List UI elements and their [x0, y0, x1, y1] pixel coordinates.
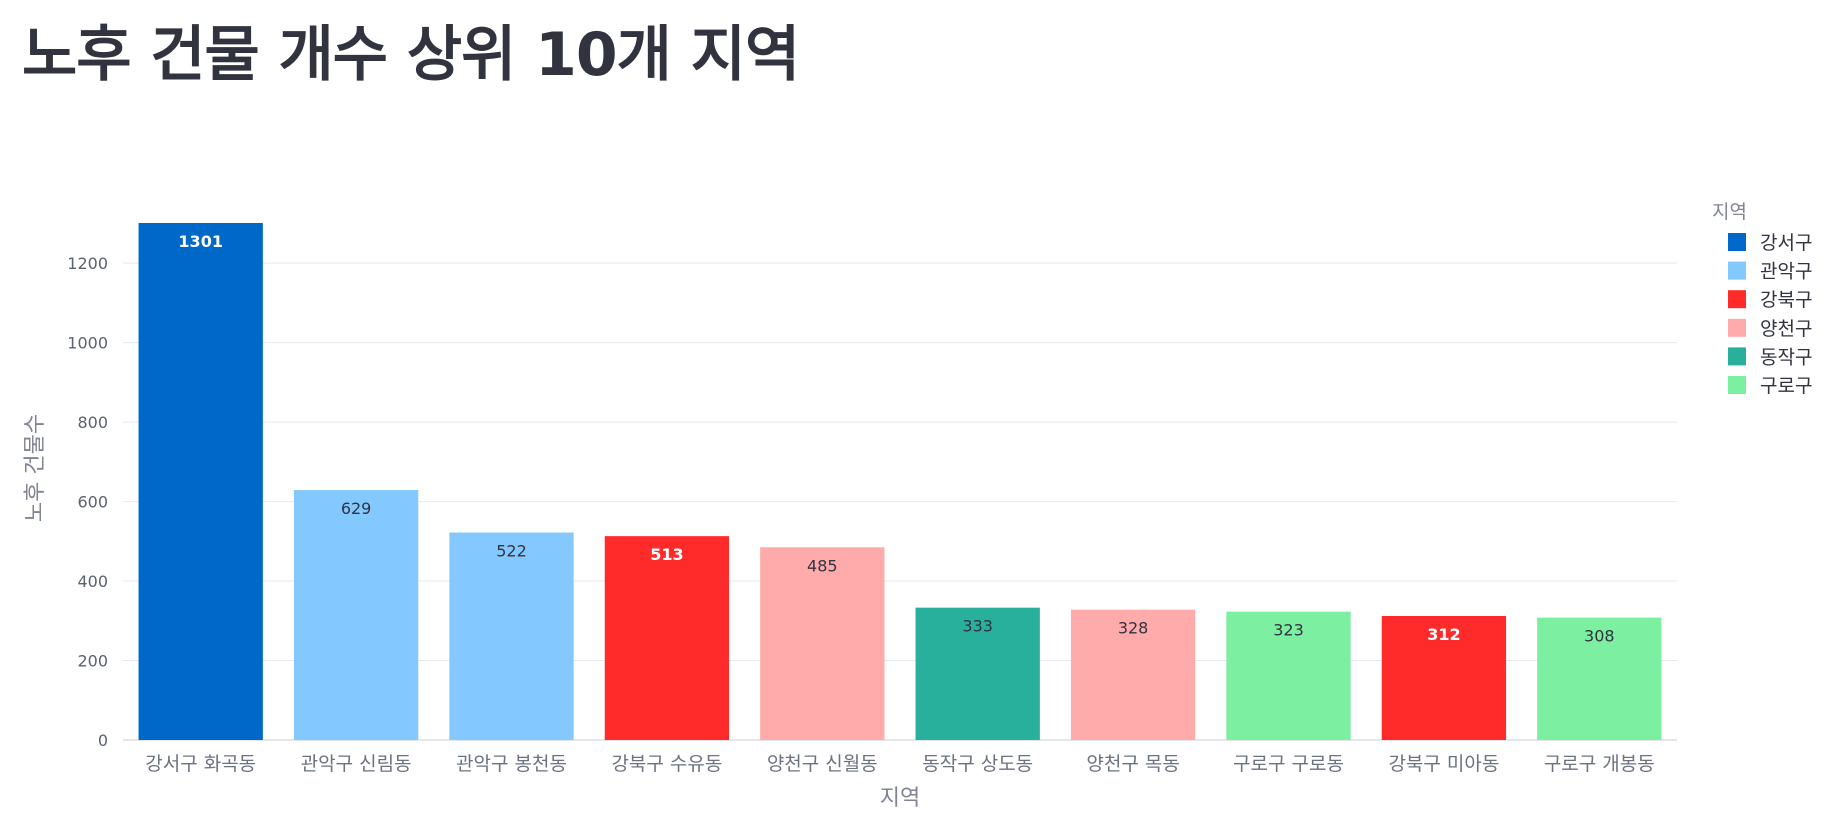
legend-swatch [1728, 376, 1746, 394]
bar[interactable] [915, 607, 1040, 740]
bar-value-label: 333 [962, 617, 993, 636]
y-tick-label: 200 [77, 652, 108, 671]
legend-label: 구로구 [1760, 375, 1812, 397]
y-tick-label: 800 [77, 413, 108, 432]
page-title: 노후 건물 개수 상위 10개 지역 [22, 20, 800, 90]
y-tick-label: 600 [77, 493, 108, 512]
bar-value-label: 1301 [178, 232, 223, 251]
legend-label: 양천구 [1760, 318, 1812, 340]
x-tick-label: 구로구 개봉동 [1544, 753, 1655, 775]
bar[interactable] [604, 536, 730, 740]
bar-value-label: 522 [496, 542, 527, 561]
x-tick-label: 양천구 목동 [1086, 753, 1179, 775]
y-tick-label: 0 [98, 731, 108, 750]
x-tick-label: 강북구 수유동 [611, 753, 722, 775]
x-tick-label: 강서구 화곡동 [145, 753, 256, 775]
legend-item[interactable]: 관악구 [1728, 261, 1812, 283]
legend-swatch [1728, 290, 1746, 309]
legend-swatch [1728, 233, 1746, 251]
bars [138, 223, 1662, 740]
bar[interactable] [449, 532, 574, 740]
bar-value-label: 323 [1273, 621, 1304, 640]
bar[interactable] [1070, 609, 1196, 740]
legend-item[interactable]: 구로구 [1728, 375, 1812, 397]
y-axis-title: 노후 건물수 [23, 414, 48, 522]
x-tick-label: 관악구 신림동 [301, 753, 412, 775]
bar-value-label: 312 [1427, 625, 1460, 644]
x-tick-label: 동작구 상도동 [922, 753, 1033, 775]
bar-labels: 1301 629 522 513 485 333 328 323 312 308 [178, 232, 1614, 646]
bar[interactable] [293, 490, 419, 740]
legend-label: 동작구 [1760, 346, 1812, 368]
legend-label: 강북구 [1760, 289, 1812, 311]
y-tick-label: 1000 [67, 334, 108, 353]
legend-swatch [1728, 347, 1746, 366]
bar-value-label: 629 [341, 499, 372, 518]
bar[interactable] [760, 547, 885, 740]
bar[interactable] [1226, 611, 1351, 740]
legend-swatch [1728, 261, 1746, 280]
legend-item[interactable]: 강서구 [1728, 232, 1812, 254]
bar[interactable] [138, 223, 263, 740]
x-tick-label: 구로구 구로동 [1233, 753, 1344, 775]
bar-value-label: 513 [650, 545, 683, 564]
bar[interactable] [1381, 616, 1507, 740]
x-axis-ticks: 강서구 화곡동 관악구 신림동 관악구 봉천동 강북구 수유동 양천구 신월동 동작구 상… [145, 753, 1655, 775]
legend-item[interactable]: 동작구 [1728, 346, 1812, 368]
y-tick-label: 400 [77, 572, 108, 591]
legend-title: 지역 [1712, 201, 1747, 223]
x-tick-label: 강북구 미아동 [1388, 753, 1499, 775]
x-axis-title: 지역 [880, 786, 920, 811]
x-tick-label: 관악구 봉천동 [456, 753, 567, 775]
y-tick-label: 1200 [67, 254, 108, 273]
bar-value-label: 308 [1584, 627, 1615, 646]
bar[interactable] [1537, 617, 1662, 740]
legend-label: 강서구 [1760, 232, 1812, 254]
legend-label: 관악구 [1760, 261, 1812, 283]
y-axis-ticks: 0 200 400 600 800 1000 1200 [67, 254, 108, 750]
legend-item[interactable]: 양천구 [1728, 318, 1812, 340]
bar-value-label: 328 [1118, 619, 1149, 638]
x-tick-label: 양천구 신월동 [767, 753, 878, 775]
bar-value-label: 485 [807, 556, 838, 575]
legend-item[interactable]: 강북구 [1728, 289, 1812, 311]
legend-swatch [1728, 318, 1746, 337]
